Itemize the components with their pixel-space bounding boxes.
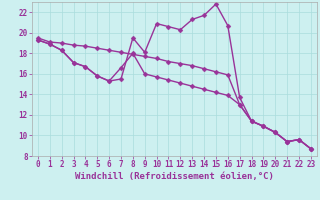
X-axis label: Windchill (Refroidissement éolien,°C): Windchill (Refroidissement éolien,°C) bbox=[75, 172, 274, 181]
